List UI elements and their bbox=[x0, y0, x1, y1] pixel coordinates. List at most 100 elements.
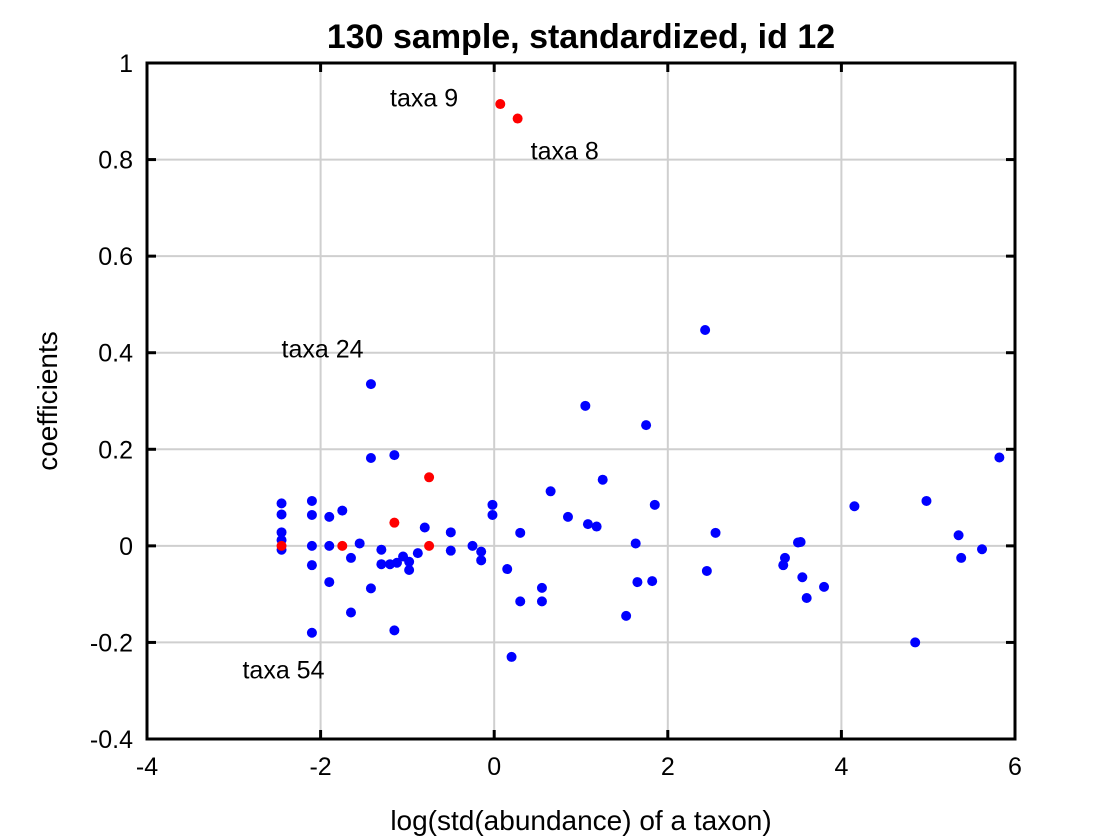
scatter-point bbox=[389, 450, 400, 461]
x-axis-label: log(std(abundance) of a taxon) bbox=[390, 805, 771, 836]
scatter-point bbox=[306, 495, 317, 506]
scatter-point bbox=[701, 565, 712, 576]
scatter-point bbox=[276, 509, 287, 520]
scatter-point bbox=[324, 511, 335, 522]
scatter-point bbox=[345, 552, 356, 563]
scatter-point bbox=[487, 499, 498, 510]
data-points bbox=[276, 99, 1005, 662]
scatter-point bbox=[632, 577, 643, 588]
scatter-point bbox=[977, 544, 988, 555]
scatter-point bbox=[819, 581, 830, 592]
scatter-point bbox=[365, 379, 376, 390]
scatter-point bbox=[337, 540, 348, 551]
y-tick-label: 0.8 bbox=[98, 147, 133, 175]
point-annotation: taxa 9 bbox=[390, 84, 458, 112]
scatter-point bbox=[562, 511, 573, 522]
grid-lines bbox=[147, 63, 1015, 739]
scatter-point bbox=[306, 627, 317, 638]
scatter-point bbox=[512, 113, 523, 124]
chart-title: 130 sample, standardized, id 12 bbox=[327, 18, 835, 56]
scatter-point bbox=[424, 540, 435, 551]
scatter-point bbox=[365, 452, 376, 463]
point-annotation: taxa 54 bbox=[242, 657, 324, 685]
x-tick-label: 4 bbox=[834, 753, 848, 781]
scatter-point bbox=[797, 572, 808, 583]
scatter-point bbox=[376, 559, 387, 570]
scatter-point bbox=[502, 564, 513, 575]
scatter-point bbox=[476, 546, 487, 557]
x-tick-label: 6 bbox=[1008, 753, 1022, 781]
scatter-point bbox=[849, 501, 860, 512]
scatter-point bbox=[506, 651, 517, 662]
scatter-point bbox=[795, 536, 806, 547]
scatter-point bbox=[365, 583, 376, 594]
y-axis-label: coefficients bbox=[32, 331, 63, 471]
scatter-point bbox=[536, 582, 547, 593]
scatter-point bbox=[389, 625, 400, 636]
scatter-point bbox=[710, 527, 721, 538]
scatter-point bbox=[306, 560, 317, 571]
scatter-point bbox=[647, 576, 658, 587]
scatter-point bbox=[597, 474, 608, 485]
y-tick-label: 0.2 bbox=[98, 436, 133, 464]
scatter-point bbox=[467, 540, 478, 551]
scatter-point bbox=[956, 552, 967, 563]
scatter-point bbox=[389, 517, 400, 528]
scatter-point bbox=[515, 596, 526, 607]
scatter-point bbox=[419, 522, 430, 533]
plot-frame bbox=[145, 61, 1017, 741]
scatter-point bbox=[921, 495, 932, 506]
scatter-point bbox=[582, 519, 593, 530]
x-tick-label: -4 bbox=[136, 753, 158, 781]
x-tick-label: 0 bbox=[487, 753, 501, 781]
scatter-point bbox=[404, 565, 415, 575]
scatter-point bbox=[910, 637, 921, 648]
scatter-point bbox=[487, 509, 498, 520]
scatter-point bbox=[630, 538, 641, 549]
scatter-point bbox=[445, 545, 456, 556]
y-tick-label: -0.4 bbox=[90, 726, 133, 754]
scatter-point bbox=[953, 530, 964, 541]
point-annotation: taxa 24 bbox=[282, 336, 364, 364]
y-tick-label: 0.4 bbox=[98, 340, 133, 368]
scatter-point bbox=[495, 99, 506, 110]
x-tick-label: 2 bbox=[661, 753, 675, 781]
scatter-point bbox=[306, 509, 317, 520]
scatter-point bbox=[649, 499, 660, 510]
point-annotations: taxa 9 taxa 8 taxa 24 taxa 54 bbox=[242, 84, 598, 684]
scatter-point bbox=[545, 486, 556, 497]
y-tick-label: 0 bbox=[119, 533, 133, 561]
scatter-point bbox=[376, 544, 387, 555]
x-tick-label: -2 bbox=[309, 753, 331, 781]
scatter-point bbox=[391, 557, 402, 568]
scatter-point bbox=[801, 593, 812, 604]
scatter-point bbox=[476, 555, 487, 566]
scatter-point bbox=[345, 607, 356, 618]
scatter-point bbox=[324, 540, 335, 551]
y-tick-label: 1 bbox=[119, 50, 133, 78]
scatter-point bbox=[276, 540, 287, 551]
scatter-point bbox=[337, 505, 348, 516]
scatter-point bbox=[445, 527, 456, 538]
scatter-point bbox=[641, 420, 652, 431]
scatter-point bbox=[324, 577, 335, 588]
scatter-point bbox=[276, 527, 287, 538]
scatter-point bbox=[580, 400, 591, 411]
scatter-point bbox=[536, 596, 547, 607]
scatter-point bbox=[591, 521, 602, 532]
scatter-point bbox=[412, 548, 423, 559]
scatter-point bbox=[424, 472, 435, 483]
point-annotation: taxa 8 bbox=[531, 138, 599, 166]
axis-ticks: -4 -2 0 2 4 6 -0.4 -0.2 0 0.2 0.4 0.6 0.8 1 bbox=[90, 50, 1022, 781]
scatter-point bbox=[404, 556, 415, 567]
scatter-point bbox=[700, 325, 711, 336]
scatter-point bbox=[779, 552, 790, 563]
scatter-point bbox=[621, 610, 632, 621]
scatter-point bbox=[515, 527, 526, 538]
scatter-point bbox=[354, 538, 365, 549]
y-tick-label: 0.6 bbox=[98, 243, 133, 271]
scatter-point bbox=[306, 540, 317, 551]
scatter-point bbox=[994, 452, 1005, 463]
scatter-point bbox=[276, 498, 287, 509]
